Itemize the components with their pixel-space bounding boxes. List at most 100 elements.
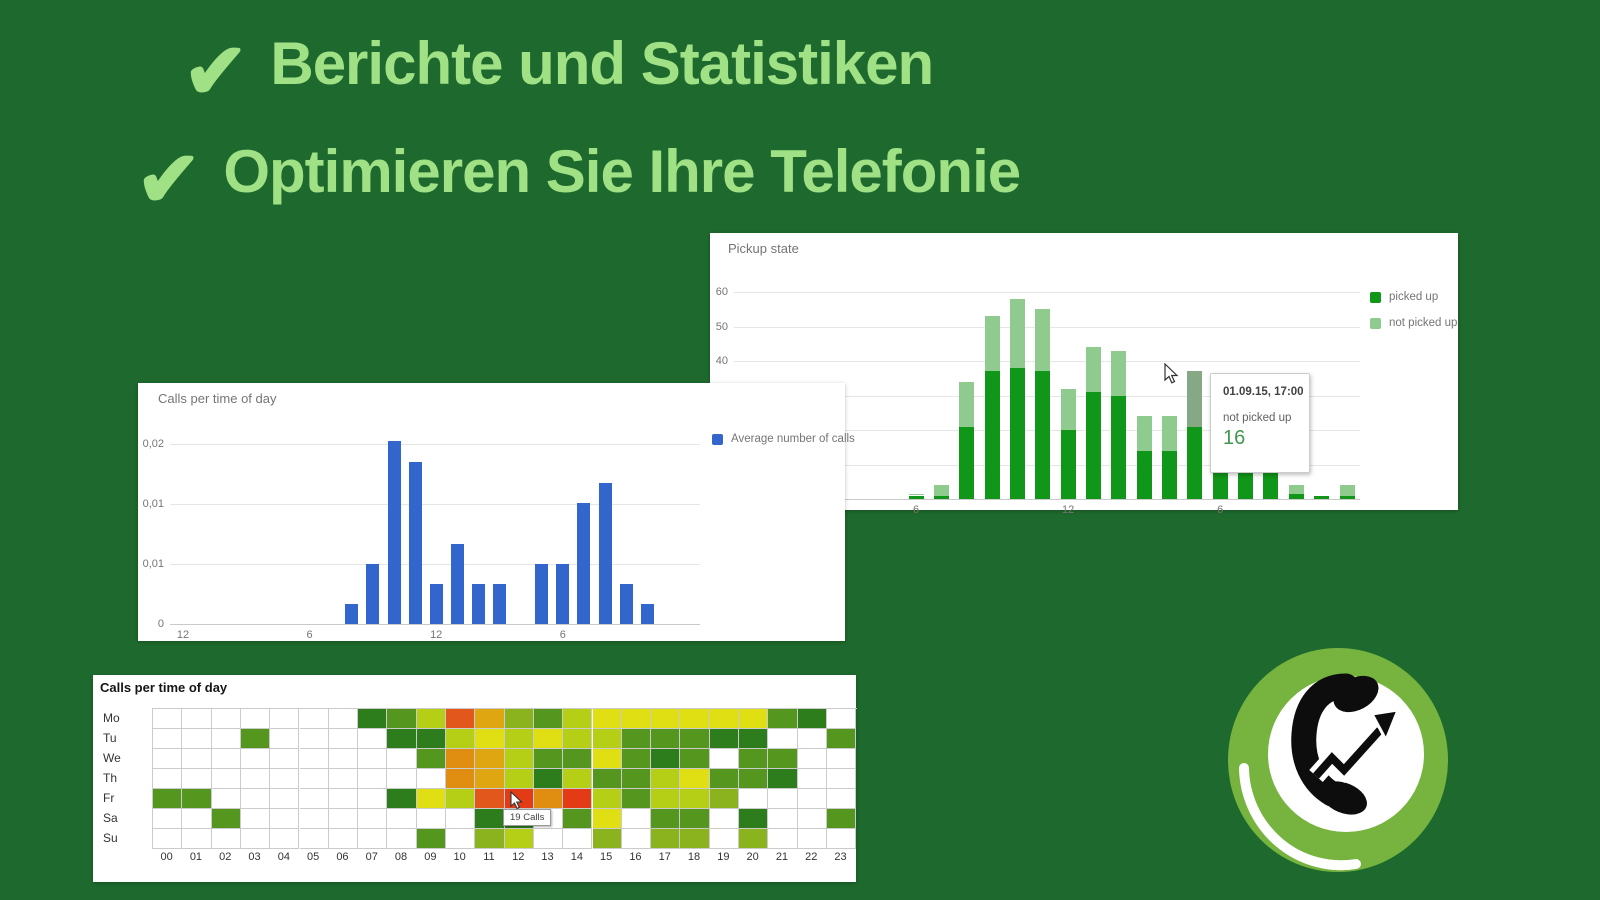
- heatmap-cell[interactable]: [240, 749, 271, 769]
- heatmap-cell[interactable]: [592, 709, 622, 729]
- bar-not-picked-up[interactable]: [1111, 350, 1127, 396]
- heatmap-cell[interactable]: [328, 829, 359, 849]
- heatmap-cell[interactable]: [826, 829, 857, 849]
- bar-not-picked-up[interactable]: [1035, 309, 1051, 372]
- heatmap-cell[interactable]: [446, 789, 476, 809]
- heatmap-cell[interactable]: [563, 769, 593, 789]
- heatmap-cell[interactable]: [387, 709, 417, 729]
- heatmap-cell[interactable]: [270, 829, 300, 849]
- heatmap-cell[interactable]: [416, 729, 446, 749]
- heatmap-cell[interactable]: [182, 729, 212, 749]
- heatmap-cell[interactable]: [446, 809, 476, 829]
- heatmap-cell[interactable]: [563, 749, 593, 769]
- heatmap-cell[interactable]: [270, 769, 300, 789]
- bar-average-calls[interactable]: [556, 563, 570, 624]
- heatmap-cell[interactable]: [651, 709, 681, 729]
- heatmap-cell[interactable]: [768, 789, 798, 809]
- bar-picked-up[interactable]: [1086, 392, 1101, 500]
- heatmap-cell[interactable]: [533, 749, 564, 769]
- bar-picked-up[interactable]: [1162, 450, 1177, 499]
- bar-not-picked-up[interactable]: [1288, 484, 1304, 494]
- heatmap-cell[interactable]: [651, 829, 681, 849]
- heatmap-cell[interactable]: [563, 709, 593, 729]
- bar-average-calls[interactable]: [619, 583, 633, 624]
- heatmap-cell[interactable]: [533, 829, 564, 849]
- heatmap-cell[interactable]: [358, 769, 388, 789]
- heatmap-cell[interactable]: [680, 729, 710, 749]
- bar-average-calls[interactable]: [387, 441, 401, 624]
- bar-picked-up[interactable]: [1288, 493, 1304, 499]
- heatmap-cell[interactable]: [182, 709, 212, 729]
- heatmap-cell[interactable]: [358, 829, 388, 849]
- heatmap-cell[interactable]: [768, 729, 798, 749]
- heatmap-cell[interactable]: [387, 829, 417, 849]
- heatmap-cell[interactable]: [153, 829, 183, 849]
- bar-average-calls[interactable]: [450, 543, 464, 624]
- heatmap-cell[interactable]: [328, 789, 359, 809]
- heatmap-cell[interactable]: [651, 729, 681, 749]
- heatmap-cell[interactable]: [709, 709, 739, 729]
- heatmap-cell[interactable]: [475, 789, 505, 809]
- heatmap-cell[interactable]: [328, 749, 359, 769]
- heatmap-cell[interactable]: [651, 809, 681, 829]
- bar-average-calls[interactable]: [471, 583, 485, 624]
- heatmap-cell[interactable]: [768, 749, 798, 769]
- heatmap-cell[interactable]: [739, 809, 769, 829]
- bar-picked-up[interactable]: [1111, 395, 1127, 499]
- heatmap-cell[interactable]: [504, 769, 534, 789]
- heatmap-cell[interactable]: [153, 729, 183, 749]
- heatmap-cell[interactable]: [387, 749, 417, 769]
- heatmap-cell[interactable]: [387, 809, 417, 829]
- heatmap-cell[interactable]: [446, 709, 476, 729]
- heatmap-cell[interactable]: [270, 809, 300, 829]
- heatmap-cell[interactable]: [709, 829, 739, 849]
- heatmap-cell[interactable]: [270, 729, 300, 749]
- heatmap-cell[interactable]: [153, 769, 183, 789]
- heatmap-cell[interactable]: [533, 709, 564, 729]
- heatmap-cell[interactable]: [211, 809, 241, 829]
- heatmap-cell[interactable]: [240, 809, 271, 829]
- heatmap-cell[interactable]: [270, 749, 300, 769]
- heatmap-cell[interactable]: [768, 709, 798, 729]
- heatmap-cell[interactable]: [299, 729, 329, 749]
- heatmap-cell[interactable]: [680, 809, 710, 829]
- heatmap-cell[interactable]: [592, 829, 622, 849]
- heatmap-cell[interactable]: [592, 809, 622, 829]
- heatmap-cell[interactable]: [328, 809, 359, 829]
- bar-picked-up[interactable]: [1136, 450, 1152, 499]
- heatmap-cell[interactable]: [621, 729, 652, 749]
- heatmap-cell[interactable]: [475, 809, 505, 829]
- heatmap-cell[interactable]: [358, 729, 388, 749]
- heatmap-cell[interactable]: [153, 789, 183, 809]
- heatmap-cell[interactable]: [328, 769, 359, 789]
- heatmap-cell[interactable]: [739, 829, 769, 849]
- heatmap-cell[interactable]: [475, 749, 505, 769]
- heatmap-cell[interactable]: [621, 749, 652, 769]
- heatmap-cell[interactable]: [563, 729, 593, 749]
- bar-picked-up[interactable]: [959, 426, 975, 500]
- heatmap-cell[interactable]: [533, 769, 564, 789]
- heatmap-cell[interactable]: [240, 709, 271, 729]
- heatmap-cell[interactable]: [680, 749, 710, 769]
- bar-not-picked-up[interactable]: [1086, 347, 1101, 393]
- heatmap-cell[interactable]: [446, 829, 476, 849]
- heatmap-cell[interactable]: [328, 709, 359, 729]
- heatmap-cell[interactable]: [299, 789, 329, 809]
- bar-not-picked-up[interactable]: [933, 485, 949, 496]
- heatmap-cell[interactable]: [680, 709, 710, 729]
- bar-not-picked-up[interactable]: [1009, 298, 1025, 368]
- heatmap-cell[interactable]: [621, 829, 652, 849]
- heatmap-cell[interactable]: [621, 809, 652, 829]
- bar-not-picked-up[interactable]: [1339, 484, 1355, 496]
- bar-not-picked-up[interactable]: [1187, 371, 1203, 427]
- heatmap-cell[interactable]: [709, 749, 739, 769]
- heatmap-cell[interactable]: [826, 769, 857, 789]
- heatmap-cell[interactable]: [416, 809, 446, 829]
- heatmap-cell[interactable]: [416, 829, 446, 849]
- heatmap-cell[interactable]: [153, 709, 183, 729]
- heatmap-cell[interactable]: [240, 789, 271, 809]
- heatmap-cell[interactable]: [797, 729, 827, 749]
- heatmap-cell[interactable]: [797, 789, 827, 809]
- bar-picked-up[interactable]: [908, 495, 924, 500]
- heatmap-cell[interactable]: [182, 829, 212, 849]
